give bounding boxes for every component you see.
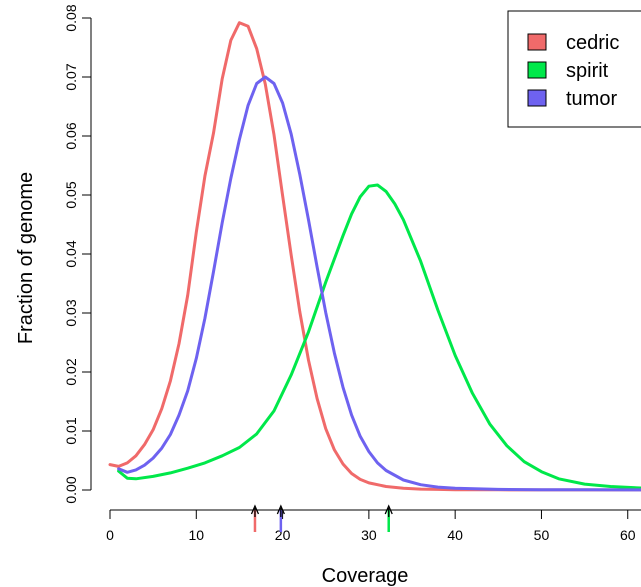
x-tick-label: 10: [189, 527, 205, 543]
x-tick-label: 20: [275, 527, 291, 543]
peak-marker-arrowhead-spirit: [384, 504, 393, 515]
y-tick-label: 0.05: [63, 181, 79, 208]
y-tick-label: 0.08: [63, 4, 79, 31]
legend-swatch-spirit: [527, 61, 547, 79]
y-tick-label: 0.07: [63, 63, 79, 90]
x-tick-label: 40: [447, 527, 463, 543]
x-tick-label: 30: [361, 527, 377, 543]
legend-label-spirit: spirit: [566, 60, 609, 82]
legend-label-tumor: tumor: [566, 88, 617, 110]
x-tick-label: 50: [534, 527, 550, 543]
y-axis-title: Fraction of genome: [15, 172, 37, 344]
y-tick-label: 0.03: [63, 299, 79, 326]
y-tick-label: 0.01: [63, 417, 79, 444]
legend-label-cedric: cedric: [566, 32, 619, 54]
series-line-cedric: [108, 21, 641, 492]
legend-swatch-tumor: [527, 89, 547, 107]
peak-marker-arrowhead-cedric: [250, 504, 260, 515]
series-line-spirit: [117, 183, 641, 490]
y-tick-label: 0.06: [63, 122, 79, 149]
legend-swatch-cedric: [527, 33, 547, 51]
x-axis-title: Coverage: [322, 565, 409, 587]
y-tick-label: 0.02: [63, 358, 79, 385]
peak-marker-arrowhead-tumor: [276, 504, 285, 515]
y-tick-label: 0.00: [63, 476, 79, 503]
x-tick-label: 60: [620, 527, 636, 543]
y-tick-label: 0.04: [63, 240, 79, 267]
x-tick-label: 0: [106, 527, 114, 543]
series-line-tumor: [117, 75, 641, 492]
